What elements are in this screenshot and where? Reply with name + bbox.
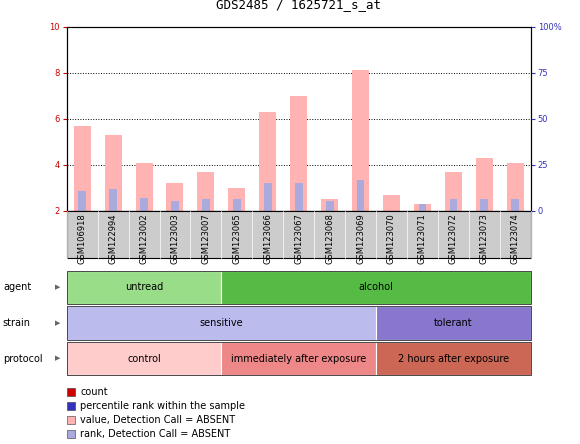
Bar: [512, 199, 519, 211]
Text: percentile rank within the sample: percentile rank within the sample: [80, 401, 245, 411]
Text: GSM123007: GSM123007: [201, 213, 211, 264]
Bar: [476, 158, 493, 211]
Text: rank, Detection Call = ABSENT: rank, Detection Call = ABSENT: [80, 429, 230, 439]
Text: ▶: ▶: [55, 285, 61, 290]
Text: agent: agent: [3, 282, 31, 293]
Text: untread: untread: [125, 282, 163, 293]
Text: GSM123068: GSM123068: [325, 213, 334, 264]
Bar: [264, 183, 271, 211]
Bar: [197, 172, 215, 211]
Bar: [233, 199, 241, 211]
Text: GSM123073: GSM123073: [480, 213, 489, 264]
Bar: [290, 96, 307, 211]
Text: GSM123072: GSM123072: [449, 213, 458, 264]
Text: value, Detection Call = ABSENT: value, Detection Call = ABSENT: [80, 415, 235, 425]
Bar: [352, 71, 369, 211]
Text: ▶: ▶: [55, 320, 61, 326]
Bar: [321, 199, 338, 211]
Bar: [450, 199, 457, 211]
Text: GSM123067: GSM123067: [294, 213, 303, 264]
Text: strain: strain: [3, 318, 31, 328]
Bar: [383, 195, 400, 211]
Bar: [136, 163, 153, 211]
Bar: [140, 198, 148, 211]
Bar: [229, 188, 245, 211]
Bar: [171, 201, 179, 211]
Text: GSM123071: GSM123071: [418, 213, 427, 264]
Bar: [507, 163, 524, 211]
Text: GSM123070: GSM123070: [387, 213, 396, 264]
Bar: [419, 203, 426, 211]
Text: sensitive: sensitive: [200, 318, 243, 328]
Bar: [414, 204, 431, 211]
Bar: [259, 112, 276, 211]
Text: protocol: protocol: [3, 353, 42, 364]
Text: GSM122994: GSM122994: [108, 213, 118, 264]
Text: alcohol: alcohol: [358, 282, 393, 293]
Bar: [109, 189, 117, 211]
Bar: [326, 201, 334, 211]
Text: GDS2485 / 1625721_s_at: GDS2485 / 1625721_s_at: [216, 0, 381, 11]
Bar: [480, 199, 488, 211]
Bar: [166, 183, 183, 211]
Text: GSM123065: GSM123065: [233, 213, 241, 264]
Text: GSM123069: GSM123069: [356, 213, 365, 264]
Bar: [357, 181, 364, 211]
Bar: [104, 135, 122, 211]
Text: 2 hours after exposure: 2 hours after exposure: [398, 353, 509, 364]
Text: count: count: [80, 387, 108, 396]
Bar: [78, 191, 86, 211]
Text: GSM123066: GSM123066: [263, 213, 272, 264]
Text: control: control: [127, 353, 161, 364]
Bar: [74, 126, 90, 211]
Bar: [445, 172, 462, 211]
Text: immediately after exposure: immediately after exposure: [231, 353, 367, 364]
Bar: [202, 199, 210, 211]
Text: ▶: ▶: [55, 356, 61, 361]
Text: GSM106918: GSM106918: [78, 213, 86, 264]
Text: GSM123002: GSM123002: [140, 213, 148, 264]
Text: GSM123003: GSM123003: [171, 213, 179, 264]
Text: GSM123074: GSM123074: [511, 213, 520, 264]
Bar: [295, 183, 303, 211]
Text: tolerant: tolerant: [434, 318, 473, 328]
